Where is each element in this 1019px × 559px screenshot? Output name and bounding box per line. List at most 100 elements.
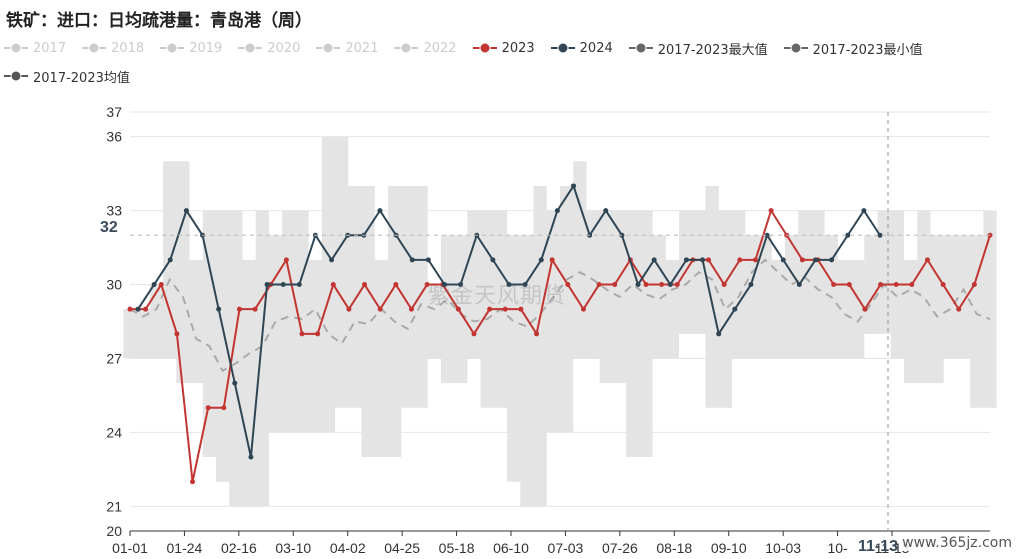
data-point-2024 — [522, 282, 528, 288]
data-point-2023 — [893, 282, 899, 288]
legend-label: 2019 — [189, 40, 223, 56]
legend-item[interactable]: 2017 — [4, 38, 66, 58]
legend-item[interactable]: 2017-2023均值 — [4, 66, 130, 86]
data-point-2023 — [502, 306, 508, 312]
legend-marker-icon — [394, 42, 419, 54]
x-tick-label: 01-24 — [167, 540, 203, 556]
chart-title: 铁矿：进口：日均疏港量：青岛港（周） — [6, 11, 312, 31]
legend-marker-icon — [316, 42, 341, 54]
legend-item[interactable]: 2021 — [316, 38, 378, 58]
y-tick-label: 27 — [106, 350, 122, 366]
x-tick-label: 10- — [827, 540, 848, 556]
data-point-2024 — [764, 232, 770, 238]
data-point-2024 — [812, 257, 818, 263]
data-point-2023 — [659, 282, 665, 288]
y-tick-label: 21 — [106, 498, 122, 514]
data-point-2024 — [490, 257, 496, 263]
data-point-2023 — [190, 479, 196, 485]
data-point-2024 — [248, 454, 254, 460]
legend-label: 2017-2023均值 — [33, 70, 130, 86]
data-point-2023 — [127, 306, 133, 312]
data-point-2023 — [377, 306, 383, 312]
y-tick-label: 20 — [106, 523, 122, 539]
legend-item[interactable]: 2023 — [472, 38, 535, 58]
data-point-2024 — [796, 282, 802, 288]
data-point-2023 — [174, 331, 180, 337]
x-tick-label: 01-01 — [112, 540, 148, 556]
legend-marker-icon — [783, 42, 808, 54]
data-point-2023 — [706, 257, 712, 263]
legend-label: 2017 — [33, 40, 67, 56]
x-tick-label: 04-25 — [384, 540, 420, 556]
data-point-2024 — [167, 257, 173, 263]
legend-item[interactable]: 2017-2023最大值 — [628, 38, 768, 58]
chart-legend: 2017 2018 2019 2020 2021 2022 2023 2024 2017-202… — [4, 38, 1014, 86]
data-point-2023 — [909, 282, 915, 288]
data-point-2023 — [534, 331, 540, 337]
data-point-2023 — [299, 331, 305, 337]
data-point-2023 — [831, 282, 837, 288]
data-point-2024 — [409, 257, 415, 263]
data-point-2023 — [846, 282, 852, 288]
axis-pointer-x-label: 11-13 — [858, 538, 899, 555]
legend-item[interactable]: 2024 — [550, 38, 613, 58]
data-point-2023 — [330, 282, 336, 288]
data-point-2023 — [393, 282, 399, 288]
data-point-2024 — [135, 306, 141, 312]
data-point-2023 — [549, 257, 555, 263]
legend-item[interactable]: 2017-2023最小值 — [783, 38, 923, 58]
legend-item[interactable]: 2020 — [238, 38, 300, 58]
data-point-2024 — [264, 282, 270, 288]
series-line-mean — [129, 258, 991, 373]
data-point-2023 — [878, 282, 884, 288]
legend-label: 2024 — [579, 40, 613, 56]
data-point-2023 — [362, 282, 368, 288]
data-point-2023 — [596, 282, 602, 288]
data-point-2023 — [721, 282, 727, 288]
data-point-2024 — [554, 208, 560, 214]
legend-item[interactable]: 2019 — [160, 38, 222, 58]
legend-label: 2017-2023最小值 — [812, 42, 923, 58]
data-point-2024 — [748, 282, 754, 288]
data-point-2023 — [643, 282, 649, 288]
data-point-2023 — [236, 306, 242, 312]
data-point-2023 — [143, 306, 149, 312]
data-point-2023 — [674, 282, 680, 288]
x-tick-label: 05-18 — [439, 540, 475, 556]
data-point-2023 — [612, 282, 618, 288]
y-tick-label: 24 — [106, 424, 122, 440]
data-point-2024 — [716, 331, 722, 337]
data-point-2024 — [329, 257, 335, 263]
data-point-2024 — [667, 282, 673, 288]
data-point-2023 — [315, 331, 321, 337]
y-tick-label: 30 — [106, 277, 122, 293]
data-point-2023 — [768, 208, 774, 214]
data-point-2024 — [151, 282, 157, 288]
data-point-2024 — [780, 257, 786, 263]
x-tick-label: 09-10 — [711, 540, 747, 556]
legend-label: 2023 — [501, 40, 535, 56]
x-tick-label: 06-10 — [493, 540, 529, 556]
data-point-2023 — [956, 306, 962, 312]
site-watermark: www.365jz.com — [899, 535, 1015, 551]
legend-marker-icon — [238, 42, 263, 54]
data-point-2024 — [571, 183, 577, 189]
y-tick-label: 36 — [106, 129, 122, 145]
data-point-2023 — [346, 306, 352, 312]
x-tick-label: 08-18 — [656, 540, 692, 556]
data-point-2023 — [424, 282, 430, 288]
data-point-2023 — [471, 331, 477, 337]
legend-item[interactable]: 2018 — [82, 38, 144, 58]
legend-item[interactable]: 2022 — [394, 38, 457, 58]
watermark: 紫金天风期货 — [428, 284, 567, 309]
data-point-2023 — [205, 405, 211, 411]
y-tick-label: 33 — [106, 203, 122, 219]
legend-marker-icon — [472, 42, 497, 54]
data-point-2023 — [862, 306, 868, 312]
data-point-2023 — [737, 257, 743, 263]
data-point-2024 — [296, 282, 302, 288]
legend-marker-icon — [550, 42, 575, 54]
series-line-2023 — [130, 208, 991, 482]
data-point-2023 — [565, 282, 571, 288]
